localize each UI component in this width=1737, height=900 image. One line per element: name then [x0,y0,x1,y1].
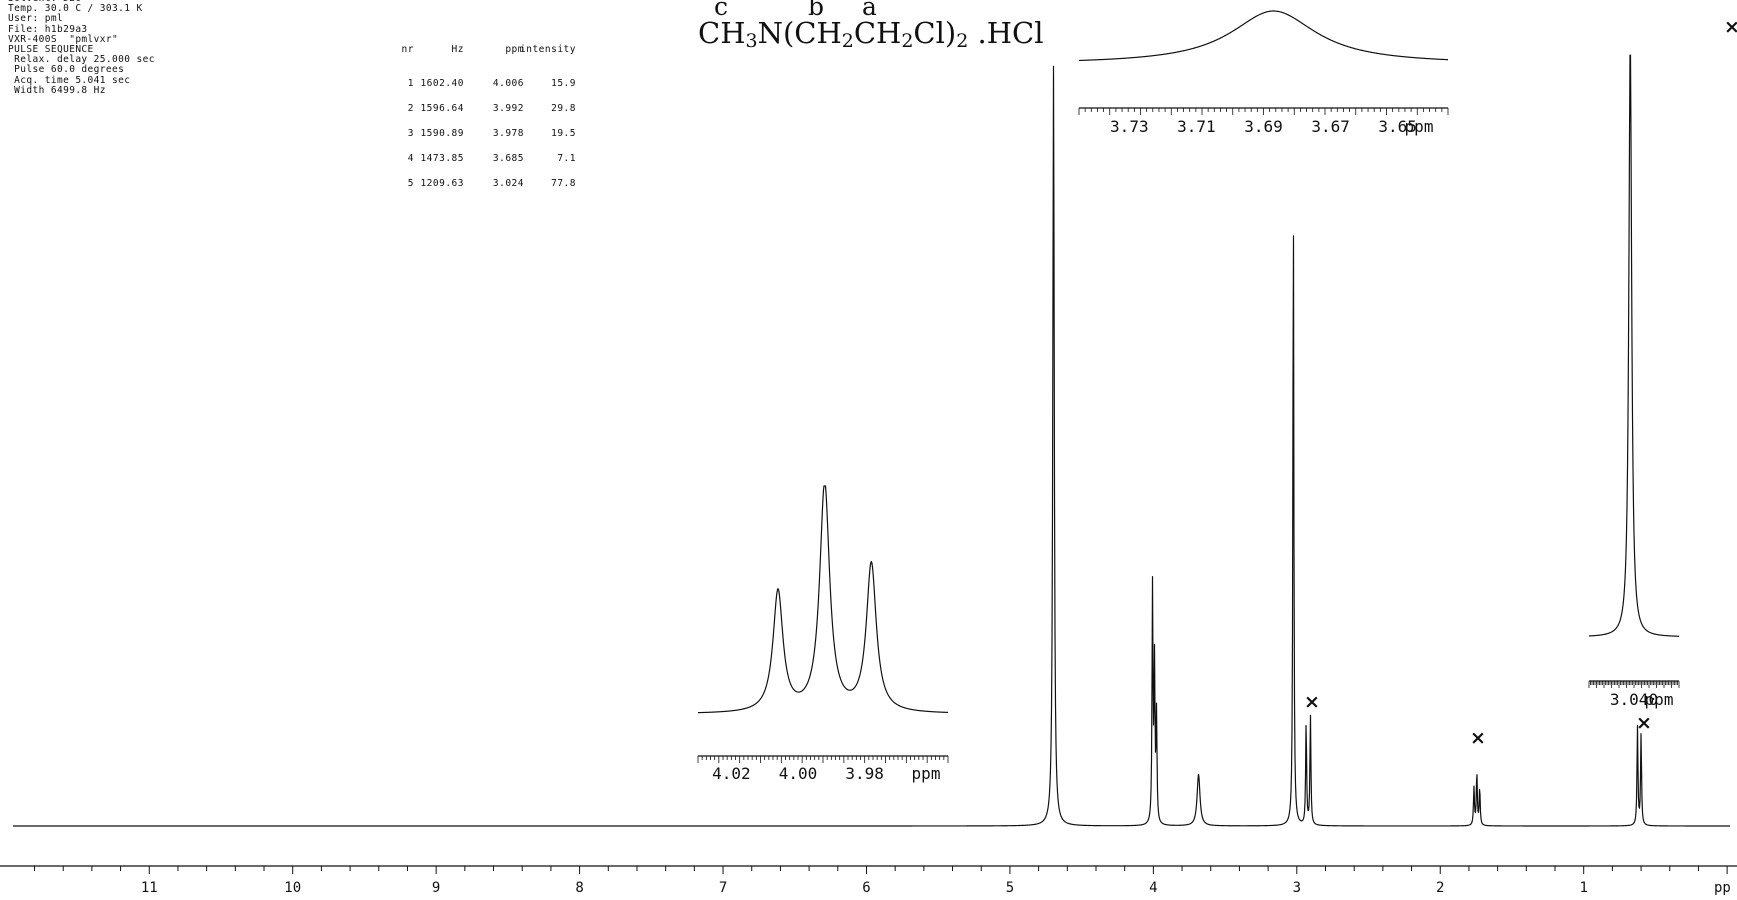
axis-tick-label: 8 [575,880,583,896]
peak-table-cell: 2 [407,103,414,114]
inset-tick-label: 4.02 [712,764,751,783]
inset-trace [697,485,949,714]
peak-table-header-cell: ppm [505,44,524,55]
inset-tick-label: 3.71 [1177,117,1216,136]
impurity-mark: × [1724,16,1737,38]
formula-label-b: b [808,0,825,21]
axis-unit-label: pp [1714,880,1731,896]
parameter-line: Width 6499.8 Hz [8,84,106,96]
impurity-mark: × [1304,691,1320,713]
peak-table-cell: 1602.40 [420,78,464,89]
formula-part: CH [698,16,746,50]
peak-table-cell: 29.8 [551,103,576,114]
parameter-line: File: h1b29a3 [8,23,88,35]
inset-trace [1588,54,1680,637]
formula-part: N(CH [757,16,842,50]
peak-table-header-cell: Hz [451,44,464,55]
formula-label-c: c [714,0,729,21]
formula-subscript: 2 [841,30,854,52]
axis-tick-label: 5 [1006,880,1014,896]
peak-table-header-cell: nr [401,44,414,55]
main-spectrum-trace [13,65,1730,827]
axis-tick-label: 3 [1293,880,1301,896]
peak-table-cell: 1 [407,78,414,89]
peak-table-cell: 4 [407,153,414,164]
peak-table-cell: 1590.89 [420,128,464,139]
parameter-line: Pulse 60.0 degrees [8,64,125,76]
peak-table-cell: 3.992 [492,103,524,114]
axis-tick-label: 7 [719,880,727,896]
peak-table-cell: 1473.85 [420,153,464,164]
formula-subscript: 2 [901,30,914,52]
inset-trace [1078,10,1449,62]
peak-table-cell: 3 [407,128,414,139]
inset-unit-label: ppm [912,764,941,783]
peak-table-cell: 7.1 [557,153,576,164]
parameter-line: VXR-400S "pmlvxr" [8,33,119,45]
parameter-line: PULSE SEQUENCE [8,44,94,56]
parameter-line: Solvent: D2O [8,0,155,4]
formula-part: .HCl [968,16,1044,50]
formula-subscript: 2 [956,30,969,52]
impurity-mark: × [1470,727,1486,749]
inset-tick-label: 3.67 [1311,117,1350,136]
peak-table-cell: 3.685 [492,153,524,164]
inset-tick-label: 3.69 [1244,117,1283,136]
parameter-line: Acq. time 5.041 sec [8,74,131,86]
acquisition-parameters: Solvent: D2OTemp. 30.0 C / 303.1 KUser: … [8,0,155,96]
inset-unit-label: ppm [1645,690,1674,709]
inset-tick-label: 4.00 [779,764,818,783]
formula-part: CH [853,16,902,50]
impurity-marks: × × × × [1304,16,1737,749]
inset-tick-label: 3.73 [1110,117,1149,136]
peak-table-cell: 1596.64 [420,103,464,114]
formula-label-a: a [862,0,877,21]
peak-table-cell: 3.024 [492,178,524,189]
peak-table-cell: 19.5 [551,128,576,139]
axis-tick-label: 1 [1579,880,1587,896]
ppm-axis: 11 10 9 8 7 6 5 4 3 2 1 pp [0,865,1737,896]
peak-table-header-cell: intensity [520,44,576,55]
formula-part: Cl) [913,16,957,50]
impurity-mark: × [1636,712,1652,734]
parameter-line: Relax. delay 25.000 sec [8,54,155,66]
parameter-line: Temp. 30.0 C / 303.1 K [8,3,143,15]
inset-quartet-region: 4.02 4.00 3.98 ppm [697,485,949,783]
peak-table-cell: 4.006 [492,78,524,89]
axis-tick-label: 4 [1149,880,1157,896]
axis-tick-label: 11 [141,880,158,896]
axis-tick-label: 6 [862,880,870,896]
peak-table-cell: 77.8 [551,178,576,189]
axis-tick-label: 10 [284,880,301,896]
inset-unit-label: ppm [1405,117,1434,136]
formula-subscript: 3 [745,30,758,52]
inset-tick-label: 3.040 [1610,690,1658,709]
axis-tick-label: 9 [432,880,440,896]
inset-tick-label: 3.98 [845,764,884,783]
inset-tick-label: 3.65 [1378,117,1417,136]
spectrum-line [13,65,1730,827]
peak-table-cell: 15.9 [551,78,576,89]
peak-table-cell: 1209.63 [420,178,464,189]
formula-text: CH3N(CH2CH2Cl)2 .HCl [698,16,1044,52]
peak-table-cell: 3.978 [492,128,524,139]
peak-table-cell: 5 [407,178,414,189]
axis-tick-label: 2 [1436,880,1444,896]
parameter-line: User: pml [8,13,64,25]
